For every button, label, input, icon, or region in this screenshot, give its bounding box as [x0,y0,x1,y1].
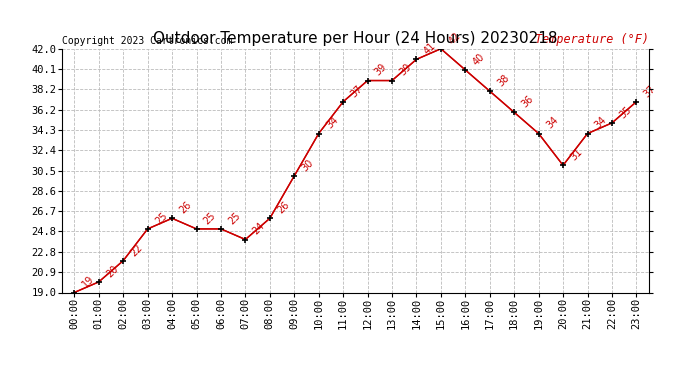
Text: 35: 35 [618,104,633,120]
Text: 37: 37 [642,83,658,99]
Text: 38: 38 [495,73,511,88]
Text: Copyright 2023 Cartronics.com: Copyright 2023 Cartronics.com [62,36,233,46]
Text: 25: 25 [153,210,169,226]
Text: 42: 42 [446,30,462,46]
Text: 31: 31 [569,147,584,162]
Text: 34: 34 [324,115,340,131]
Text: 34: 34 [593,115,609,131]
Text: 30: 30 [300,158,315,173]
Text: 26: 26 [275,200,291,216]
Text: 20: 20 [104,263,120,279]
Text: 22: 22 [129,242,145,258]
Text: 25: 25 [226,210,242,226]
Text: 37: 37 [348,83,364,99]
Text: 39: 39 [397,62,413,78]
Text: 41: 41 [422,41,437,57]
Text: 25: 25 [202,210,218,226]
Title: Outdoor Temperature per Hour (24 Hours) 20230218: Outdoor Temperature per Hour (24 Hours) … [153,31,558,46]
Text: 34: 34 [544,115,560,131]
Text: Temperature (°F): Temperature (°F) [535,33,649,46]
Text: 19: 19 [80,274,96,290]
Text: 40: 40 [471,51,486,67]
Text: 26: 26 [177,200,193,216]
Text: 36: 36 [520,94,535,110]
Text: 24: 24 [251,221,267,237]
Text: 39: 39 [373,62,389,78]
